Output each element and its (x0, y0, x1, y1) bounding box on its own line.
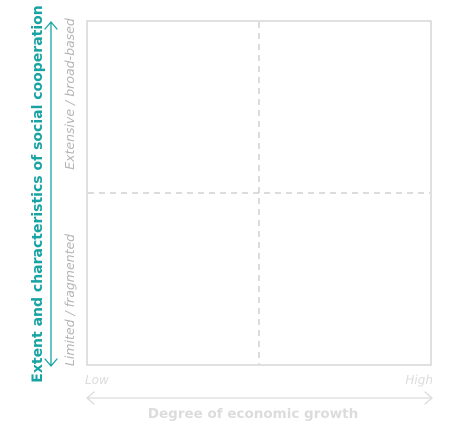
y-axis-arrow (44, 21, 58, 367)
y-axis-low-label: Limited / fragmented (62, 234, 77, 366)
y-axis-high-label: Extensive / broad-based (62, 18, 77, 170)
y-axis-title: Extent and characteristics of social coo… (30, 5, 46, 382)
x-axis-arrow (86, 391, 433, 405)
x-axis-high-label: High (405, 373, 433, 387)
x-axis-low-label: Low (85, 373, 109, 387)
x-axis-title: Degree of economic growth (148, 406, 358, 422)
